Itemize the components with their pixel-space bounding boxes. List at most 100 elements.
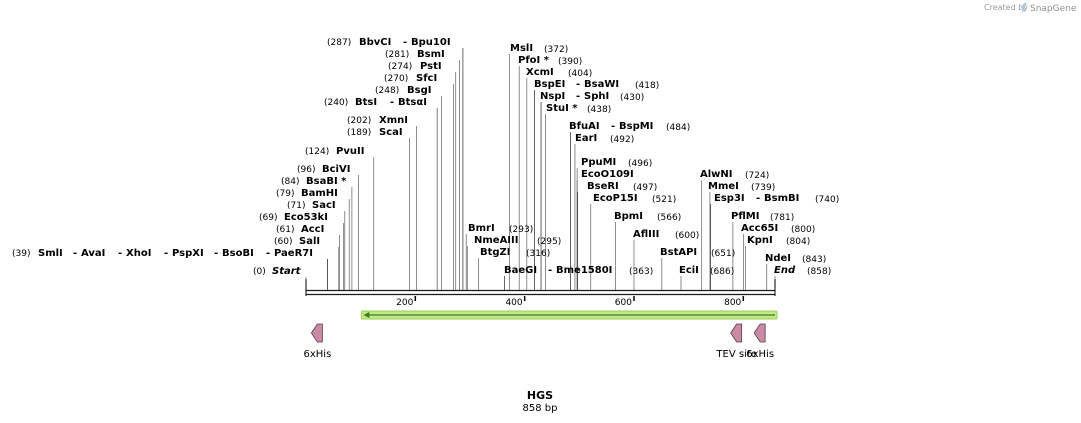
site-label-nspi[interactable]: NspI — [540, 91, 565, 102]
site-pos-pvuii: (124) — [305, 147, 329, 157]
site-label-sfci[interactable]: SfcI — [416, 73, 437, 84]
site-label-eco53ki[interactable]: Eco53kI — [284, 212, 328, 223]
site-label-psti[interactable]: PstI — [420, 61, 442, 72]
site-pos-pfoi: (390) — [558, 57, 582, 67]
site-label-bsmi[interactable]: BsmI — [417, 49, 445, 60]
site-pos-ppumi: (496) — [628, 159, 652, 169]
site-pos-sali: (60) — [274, 237, 292, 247]
site-label-afliii[interactable]: AflIII — [633, 229, 659, 240]
site-label-bspmi[interactable]: BspMI — [619, 121, 653, 132]
site-label-sphi[interactable]: SphI — [584, 91, 609, 102]
site-label-acci[interactable]: AccI — [301, 224, 324, 235]
site-label-bstapi[interactable]: BstAPI — [660, 247, 697, 258]
site-pos-btsi: (240) — [324, 98, 348, 108]
site-label-ppumi[interactable]: PpuMI — [581, 157, 616, 168]
site-label-bsabi[interactable]: BsaBI * — [306, 176, 347, 187]
ruler: 200 400 600 800 — [396, 296, 745, 308]
site-pos-bamhi: (79) — [276, 189, 294, 199]
site-pos-acc65i: (800) — [791, 225, 815, 235]
site-label-start[interactable]: Start — [272, 266, 302, 277]
site-label-xmni[interactable]: XmnI — [379, 115, 408, 126]
site-label-bseri[interactable]: BseRI — [587, 181, 619, 192]
site-label-esp3i[interactable]: Esp3I — [714, 193, 745, 204]
orf-arrowhead-icon — [363, 312, 370, 318]
site-label-smli[interactable]: SmlI — [38, 248, 63, 259]
site-label-pfoi[interactable]: PfoI * — [518, 55, 550, 66]
site-label-msli[interactable]: MslI — [510, 43, 533, 54]
sequence-name: HGS — [527, 389, 553, 402]
feature-6xhis-arrow-icon[interactable] — [753, 323, 766, 343]
site-label-ecoo109i[interactable]: EcoO109I — [581, 169, 634, 180]
orf-arrow[interactable] — [360, 310, 778, 320]
site-label-saci[interactable]: SacI — [312, 200, 336, 211]
site-label-stui[interactable]: StuI * — [546, 103, 578, 114]
site-dash: - — [118, 248, 122, 259]
site-label-bamhi[interactable]: BamHI — [301, 188, 338, 199]
site-pos-bstapi: (651) — [711, 249, 735, 259]
site-dash: - — [611, 121, 615, 132]
feature-label-6xhis[interactable]: 6xHis — [304, 349, 332, 360]
feature-label-6xhis[interactable]: 6xHis — [746, 349, 774, 360]
sequence-backbone — [305, 279, 776, 296]
site-label-kpni[interactable]: KpnI — [747, 235, 773, 246]
site-label-alwni[interactable]: AlwNI — [700, 169, 733, 180]
branding-name: SnapGene — [1030, 4, 1077, 14]
site-label-pflmi[interactable]: PflMI — [731, 211, 759, 222]
site-label-ecii[interactable]: EciI — [679, 265, 699, 276]
feature-tev-site-arrow-icon[interactable] — [730, 323, 743, 343]
site-label-bpu10i[interactable]: Bpu10I — [411, 37, 451, 48]
site-dash: - — [164, 248, 168, 259]
site-pos-btgzi: (316) — [526, 249, 550, 259]
site-label-ecop15i[interactable]: EcoP15I — [593, 193, 638, 204]
restriction-site-labels: (0) Start (39) SmlI - AvaI - XhoI - PspX… — [12, 37, 839, 277]
site-pos-bseri: (497) — [633, 183, 657, 193]
site-label-bpmi[interactable]: BpmI — [614, 211, 643, 222]
site-label-btgzi[interactable]: BtgZI — [480, 247, 511, 258]
site-label-baegi[interactable]: BaeGI — [504, 265, 537, 276]
site-pos-bcivi: (96) — [297, 165, 315, 175]
feature-6xhis-arrow-icon[interactable] — [310, 323, 323, 343]
site-label-btsi[interactable]: BtsI — [355, 97, 377, 108]
feature-label-tev-site[interactable]: TEV site — [715, 349, 757, 360]
site-label-bspei[interactable]: BspEI — [534, 79, 565, 90]
site-label-nmeaiii[interactable]: NmeAIII — [474, 235, 518, 246]
site-dash: - — [214, 248, 218, 259]
site-label-scai[interactable]: ScaI — [379, 127, 403, 138]
site-label-sali[interactable]: SalI — [299, 236, 320, 247]
site-label-bsmbi[interactable]: BsmBI — [764, 193, 799, 204]
site-dash: - — [73, 248, 77, 259]
site-label-paer7i[interactable]: PaeR7I — [274, 248, 313, 259]
site-label-xhoi[interactable]: XhoI — [126, 248, 151, 259]
site-dash: - — [576, 79, 580, 90]
site-pos-eari: (492) — [610, 135, 634, 145]
site-label-bmri[interactable]: BmrI — [468, 223, 495, 234]
ruler-tick-label: 600 — [615, 298, 632, 308]
site-label-bsgi[interactable]: BsgI — [407, 85, 431, 96]
site-label-mmei[interactable]: MmeI — [708, 181, 739, 192]
site-pos-acci: (61) — [276, 225, 294, 235]
site-label-pspxi[interactable]: PspXI — [172, 248, 204, 259]
site-label-bme1580i[interactable]: Bme1580I — [556, 265, 612, 276]
site-label-bfuai[interactable]: BfuAI — [569, 121, 600, 132]
site-label-eari[interactable]: EarI — [575, 133, 597, 144]
site-pos-bspmi: (484) — [666, 123, 690, 133]
site-label-avai[interactable]: AvaI — [81, 248, 105, 259]
site-label-bsawi[interactable]: BsaWI — [584, 79, 619, 90]
site-pos-ecop15i: (521) — [652, 195, 676, 205]
site-label-bcivi[interactable]: BciVI — [322, 164, 350, 175]
site-label-bbvci[interactable]: BbvCI — [359, 37, 391, 48]
site-pos-end: (858) — [807, 267, 831, 277]
snapgene-logo-icon — [1021, 3, 1027, 13]
site-pos-nmeaiii: (295) — [537, 237, 561, 247]
site-pos-ndei: (843) — [802, 255, 826, 265]
site-label-xcmi[interactable]: XcmI — [526, 67, 554, 78]
site-label-acc65i[interactable]: Acc65I — [741, 223, 778, 234]
site-label-end[interactable]: End — [774, 265, 796, 276]
site-pos-bsabi: (84) — [281, 177, 299, 187]
site-label-ndei[interactable]: NdeI — [765, 253, 791, 264]
site-label-btsai[interactable]: BtsαI — [398, 97, 427, 108]
site-label-pvuii[interactable]: PvuII — [336, 146, 364, 157]
site-label-bsobi[interactable]: BsoBI — [222, 248, 254, 259]
